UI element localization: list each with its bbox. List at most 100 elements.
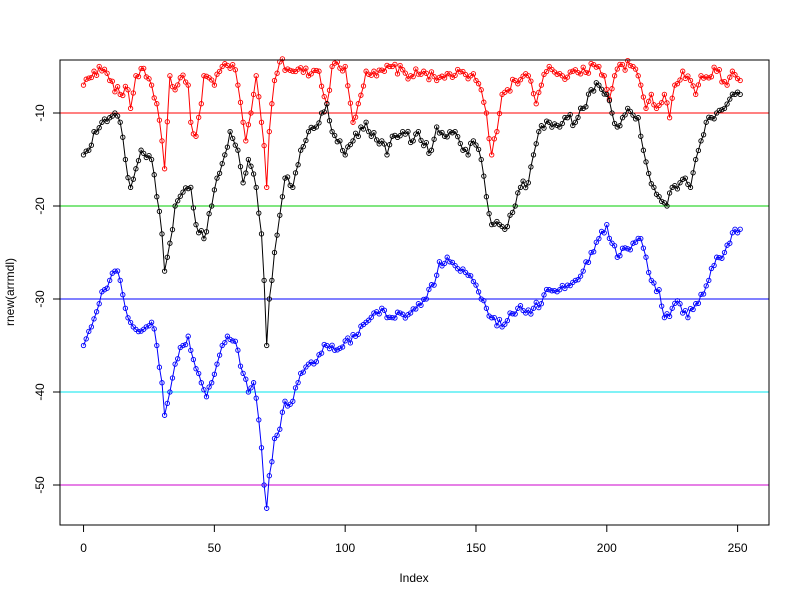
data-point [284,66,291,72]
data-point [88,74,95,81]
data-point [721,105,728,112]
data-point [515,81,521,87]
data-point [235,82,241,88]
series-line [83,224,741,509]
data-point [379,67,385,73]
data-point [596,82,602,88]
data-point [269,459,275,465]
data-point [298,370,304,377]
data-point [470,71,477,77]
data-point [209,203,215,209]
data-point [541,71,547,78]
data-point [706,114,712,120]
data-point [651,280,657,286]
data-point [431,282,437,288]
data-point [256,417,262,423]
data-point [235,147,241,153]
data-point [706,277,712,284]
data-point [525,307,531,313]
data-point [222,152,228,158]
data-point [714,254,720,260]
y-tick-label: -30 [33,290,47,308]
data-point [687,184,694,191]
data-point [104,118,110,125]
data-point [428,147,435,153]
data-point [101,287,108,293]
data-point [146,76,152,82]
data-point [114,84,121,90]
data-point [449,259,456,266]
data-point [185,185,191,192]
data-point [640,147,647,153]
data-point [138,147,144,153]
data-point [441,75,448,81]
data-point [609,86,615,92]
data-point [219,160,225,167]
data-point [405,128,411,135]
data-point [664,100,670,106]
data-point [635,115,641,121]
data-point [690,306,696,313]
data-point [117,119,123,125]
data-point [363,119,369,125]
data-point [368,133,374,139]
data-point [271,249,278,256]
data-point [619,115,626,121]
data-point [290,398,296,404]
data-point [203,394,210,400]
data-point [530,305,537,311]
data-point [630,240,636,246]
data-point [708,265,715,272]
data-point [321,109,327,115]
data-point [256,94,262,100]
data-point [559,282,565,289]
data-point [483,110,490,116]
data-point [577,105,584,111]
data-point [83,148,89,154]
data-point [462,71,469,78]
data-point [80,82,87,88]
data-point [224,62,231,69]
data-point [664,203,670,209]
series-line [83,81,741,346]
data-point [632,239,639,245]
data-point [661,91,668,98]
data-point [721,249,728,256]
data-point [703,283,709,289]
data-point [326,118,333,124]
data-point [410,306,416,312]
data-point [708,74,715,80]
data-point [190,205,197,211]
data-point [235,347,241,353]
series-2 [80,80,743,349]
data-point [203,73,210,79]
data-point [509,76,516,83]
data-point [384,62,390,69]
data-point [593,239,599,245]
data-point [318,110,325,116]
data-point [415,128,422,135]
data-point [674,186,681,192]
data-point [222,339,228,346]
data-point [470,278,477,285]
data-point [619,245,626,251]
data-point [562,114,568,121]
data-point [279,56,286,62]
data-point [292,170,299,176]
data-point [509,311,516,317]
data-point [216,68,223,75]
data-point [515,190,521,196]
data-point [415,71,422,77]
data-point [520,178,526,184]
y-axis: -10 -20 -30 -40 -50 [33,104,61,494]
data-point [339,68,346,74]
data-point [727,74,733,80]
data-point [376,141,382,147]
data-point [536,128,542,135]
data-point [216,170,223,176]
data-point [423,296,429,302]
data-point [258,445,265,451]
data-point [154,101,160,107]
data-point [528,164,534,170]
data-point [347,100,354,106]
